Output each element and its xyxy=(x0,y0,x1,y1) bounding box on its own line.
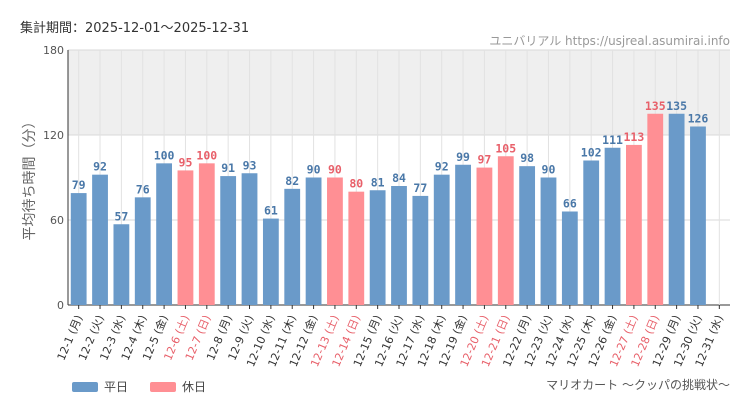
y-axis-label: 平均待ち時間（分） xyxy=(22,115,38,241)
y-tick-label-180: 180 xyxy=(43,44,64,57)
bar xyxy=(412,195,429,305)
data-label: 81 xyxy=(371,175,385,189)
data-label: 80 xyxy=(349,177,363,191)
legend-label-holiday: 休日 xyxy=(182,380,207,394)
data-label: 99 xyxy=(456,150,470,164)
data-label: 113 xyxy=(624,130,645,144)
bar xyxy=(92,174,108,305)
site-credit: ユニバリアル https://usjreal.asumirai.info xyxy=(489,34,730,48)
bar xyxy=(241,173,258,305)
data-label: 84 xyxy=(392,171,406,185)
data-label: 135 xyxy=(645,99,666,113)
bar xyxy=(540,177,557,305)
y-tick-label-60: 60 xyxy=(50,214,64,227)
bar xyxy=(70,193,87,305)
data-label: 90 xyxy=(542,163,556,177)
data-label: 90 xyxy=(328,163,342,177)
chart-legend: 平日 休日 xyxy=(72,378,228,395)
bar xyxy=(284,188,301,305)
bar xyxy=(668,113,685,305)
bar xyxy=(134,197,151,305)
bar xyxy=(220,176,237,305)
data-label: 92 xyxy=(93,160,107,174)
data-label: 111 xyxy=(602,133,623,147)
bar xyxy=(519,166,536,305)
data-label: 92 xyxy=(435,160,449,174)
bar xyxy=(156,163,172,305)
y-tick-label-0: 0 xyxy=(57,299,64,312)
legend-swatch-weekday xyxy=(72,381,98,392)
bar xyxy=(626,144,642,305)
data-label: 57 xyxy=(114,209,128,223)
data-label: 102 xyxy=(581,146,602,160)
bar xyxy=(262,218,279,305)
legend-item-weekday[interactable]: 平日 xyxy=(72,378,128,395)
bar xyxy=(433,174,450,305)
bar xyxy=(327,177,343,305)
data-label: 93 xyxy=(243,158,257,172)
bar xyxy=(455,164,471,305)
data-label: 91 xyxy=(221,161,235,175)
attraction-name: マリオカート ～クッパの挑戦状～ xyxy=(546,378,730,392)
bar xyxy=(497,156,514,305)
bar xyxy=(177,170,194,305)
bar xyxy=(305,177,322,305)
period-label: 集計期間：2025-12-01～2025-12-31 xyxy=(20,21,250,36)
data-label: 126 xyxy=(688,112,709,126)
data-label: 105 xyxy=(495,141,516,155)
data-label: 100 xyxy=(154,148,175,162)
data-label: 100 xyxy=(196,148,217,162)
bar xyxy=(391,186,407,305)
legend-item-holiday[interactable]: 休日 xyxy=(150,378,206,395)
data-label: 76 xyxy=(136,182,150,196)
data-label: 61 xyxy=(264,204,278,218)
data-label: 77 xyxy=(413,181,427,195)
bar xyxy=(690,126,706,305)
bar xyxy=(604,147,621,305)
data-label: 66 xyxy=(563,197,577,211)
bar xyxy=(113,224,130,305)
data-label: 95 xyxy=(179,155,193,169)
y-tick-label-120: 120 xyxy=(43,129,64,142)
bar xyxy=(583,160,600,305)
bar xyxy=(348,191,365,305)
bar xyxy=(198,163,215,305)
bar xyxy=(647,113,664,305)
data-label: 97 xyxy=(477,153,491,167)
data-label: 135 xyxy=(666,99,687,113)
legend-swatch-holiday xyxy=(150,381,177,392)
data-label: 82 xyxy=(285,174,299,188)
bar xyxy=(561,211,578,305)
bar xyxy=(476,167,493,305)
legend-label-weekday: 平日 xyxy=(104,380,129,394)
data-label: 90 xyxy=(307,163,321,177)
data-label: 98 xyxy=(520,151,534,165)
bar xyxy=(369,190,386,305)
data-label: 79 xyxy=(72,178,86,192)
